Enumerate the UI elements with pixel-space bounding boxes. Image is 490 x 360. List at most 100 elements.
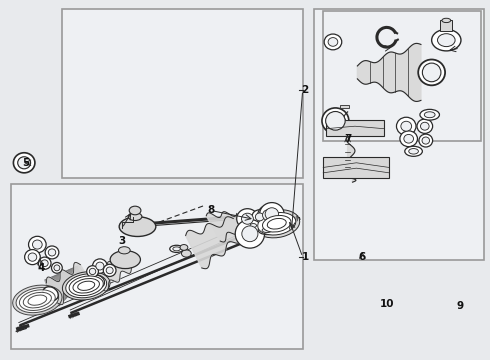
Ellipse shape — [90, 275, 104, 288]
Ellipse shape — [72, 268, 81, 283]
Ellipse shape — [267, 219, 286, 229]
Ellipse shape — [41, 260, 48, 266]
Ellipse shape — [73, 268, 81, 282]
Ellipse shape — [255, 213, 264, 221]
Ellipse shape — [62, 273, 73, 292]
Ellipse shape — [51, 277, 65, 301]
Ellipse shape — [53, 276, 66, 299]
Ellipse shape — [50, 277, 64, 301]
Text: 2: 2 — [301, 85, 309, 95]
Ellipse shape — [20, 290, 55, 310]
Polygon shape — [47, 262, 87, 305]
Text: 8: 8 — [207, 206, 215, 216]
Polygon shape — [94, 256, 131, 291]
Ellipse shape — [419, 134, 433, 147]
Ellipse shape — [72, 268, 80, 283]
Ellipse shape — [74, 267, 82, 281]
Circle shape — [129, 206, 141, 215]
Ellipse shape — [66, 274, 107, 298]
Ellipse shape — [106, 267, 113, 274]
Ellipse shape — [28, 295, 47, 305]
Ellipse shape — [242, 213, 253, 224]
Ellipse shape — [64, 272, 74, 290]
Bar — [315, 9, 485, 260]
Ellipse shape — [49, 278, 62, 303]
Text: 9: 9 — [456, 301, 464, 311]
Ellipse shape — [16, 288, 59, 313]
Ellipse shape — [63, 272, 74, 291]
Ellipse shape — [62, 271, 110, 300]
Ellipse shape — [401, 121, 412, 131]
Ellipse shape — [409, 149, 418, 154]
Ellipse shape — [51, 262, 62, 273]
Bar — [323, 157, 389, 178]
Ellipse shape — [258, 226, 276, 234]
Ellipse shape — [74, 267, 82, 282]
Ellipse shape — [119, 247, 130, 254]
Ellipse shape — [70, 269, 79, 284]
Ellipse shape — [78, 266, 85, 278]
Ellipse shape — [103, 264, 116, 276]
Ellipse shape — [442, 18, 451, 23]
Ellipse shape — [52, 276, 66, 300]
Bar — [441, 21, 452, 31]
Text: 5: 5 — [23, 158, 30, 168]
Ellipse shape — [45, 246, 59, 259]
Polygon shape — [186, 217, 242, 269]
Bar — [323, 11, 481, 141]
Ellipse shape — [250, 224, 257, 228]
Bar — [340, 105, 349, 108]
Text: 1: 1 — [301, 252, 309, 262]
Ellipse shape — [71, 269, 80, 284]
Bar — [11, 184, 303, 348]
Ellipse shape — [400, 131, 417, 147]
Ellipse shape — [110, 251, 141, 269]
Ellipse shape — [46, 279, 60, 305]
Polygon shape — [357, 44, 421, 102]
Ellipse shape — [54, 276, 67, 298]
Ellipse shape — [54, 265, 60, 271]
Ellipse shape — [119, 217, 156, 237]
Ellipse shape — [173, 247, 180, 251]
Ellipse shape — [57, 274, 69, 296]
Ellipse shape — [49, 278, 63, 303]
Ellipse shape — [46, 279, 61, 305]
Ellipse shape — [170, 245, 183, 252]
Ellipse shape — [62, 272, 73, 291]
Ellipse shape — [38, 257, 51, 269]
Ellipse shape — [64, 271, 74, 290]
Ellipse shape — [258, 212, 296, 235]
Polygon shape — [206, 212, 244, 242]
Ellipse shape — [51, 277, 64, 301]
Ellipse shape — [73, 267, 81, 282]
Ellipse shape — [60, 273, 72, 293]
Ellipse shape — [58, 274, 70, 295]
Ellipse shape — [258, 205, 279, 225]
Ellipse shape — [47, 279, 61, 305]
Ellipse shape — [70, 269, 79, 285]
Ellipse shape — [55, 275, 68, 297]
Circle shape — [438, 34, 455, 46]
Ellipse shape — [263, 216, 291, 232]
Ellipse shape — [58, 274, 70, 295]
Ellipse shape — [52, 276, 65, 300]
Ellipse shape — [69, 269, 78, 285]
Ellipse shape — [420, 109, 440, 120]
Ellipse shape — [77, 266, 84, 279]
Text: 4: 4 — [37, 263, 45, 273]
Ellipse shape — [75, 267, 83, 280]
Ellipse shape — [76, 266, 84, 279]
Ellipse shape — [67, 270, 76, 287]
Ellipse shape — [48, 278, 62, 303]
Ellipse shape — [28, 253, 37, 261]
Ellipse shape — [49, 278, 63, 302]
Ellipse shape — [23, 292, 51, 308]
Ellipse shape — [71, 269, 79, 284]
Ellipse shape — [74, 267, 82, 281]
Ellipse shape — [422, 137, 430, 144]
Ellipse shape — [404, 134, 414, 143]
Ellipse shape — [260, 203, 284, 226]
Ellipse shape — [75, 267, 83, 280]
Ellipse shape — [78, 281, 95, 291]
Ellipse shape — [58, 274, 70, 294]
